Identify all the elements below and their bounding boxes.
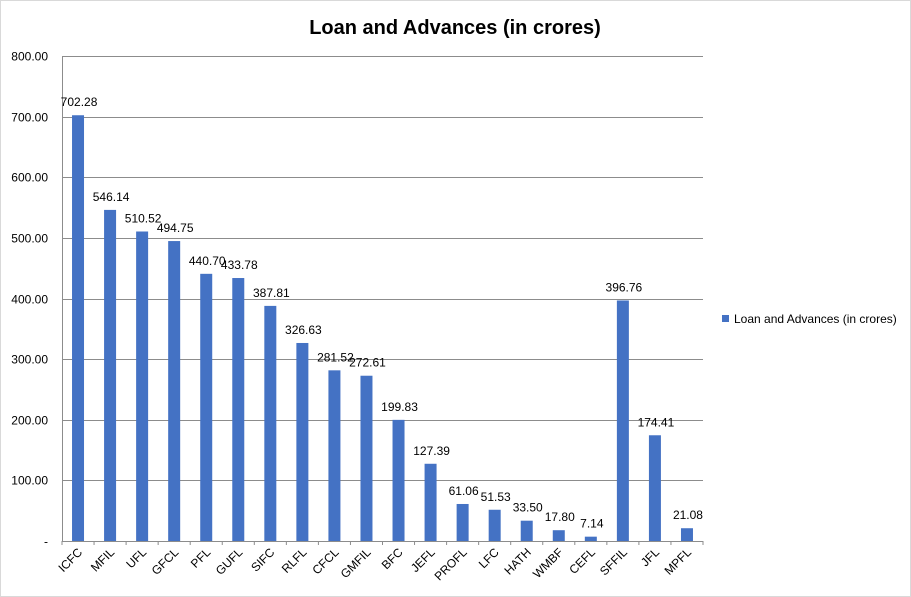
x-tick-label: PROFL <box>432 545 470 583</box>
bar <box>456 503 469 541</box>
bar <box>168 241 181 542</box>
bar <box>648 435 661 541</box>
bar <box>616 300 629 541</box>
y-tick-label: 200.00 <box>11 414 48 428</box>
data-label: 510.52 <box>125 211 162 225</box>
x-tick-label: WMBF <box>530 545 566 581</box>
data-label: 17.80 <box>545 510 575 524</box>
legend-label: Loan and Advances (in crores) <box>734 312 897 326</box>
bar <box>360 375 373 541</box>
x-tick-label: CEFL <box>566 545 598 577</box>
x-tick-label: RLFL <box>279 545 310 576</box>
y-tick-label: 800.00 <box>11 50 48 64</box>
bars <box>72 115 693 542</box>
bar <box>72 115 85 542</box>
bar <box>328 370 341 541</box>
legend-swatch <box>722 315 729 322</box>
bar <box>424 463 437 541</box>
x-tick-label: GMFIL <box>338 545 374 581</box>
data-label: 326.63 <box>285 323 322 337</box>
x-tick-label: MFIL <box>88 545 117 574</box>
x-tick-label: MPFL <box>662 545 695 578</box>
data-label: 440.70 <box>189 254 226 268</box>
data-label: 51.53 <box>481 490 511 504</box>
y-axis: - 100.00 200.00 300.00 400.00 500.00 600.00 700… <box>11 50 48 549</box>
y-tick-label: - <box>44 535 48 549</box>
bar <box>232 278 245 541</box>
x-tick-label: JFL <box>638 545 662 569</box>
x-tick-label: GFCL <box>149 545 182 578</box>
x-tick-label: SIFC <box>248 545 277 574</box>
bar <box>680 528 693 541</box>
x-tick-label: PFL <box>188 545 214 571</box>
data-label: 494.75 <box>157 221 194 235</box>
data-label: 387.81 <box>253 286 290 300</box>
data-label: 127.39 <box>413 444 450 458</box>
x-tick-label: HATH <box>501 545 533 577</box>
chart-title: Loan and Advances (in crores) <box>309 17 601 39</box>
bar <box>392 419 405 541</box>
bar <box>520 520 533 541</box>
y-tick-label: 600.00 <box>11 171 48 185</box>
bar <box>104 209 117 541</box>
y-tick-label: 700.00 <box>11 111 48 125</box>
x-tick-label: LFC <box>476 545 502 571</box>
bar <box>264 305 277 541</box>
bar <box>136 231 149 541</box>
data-label: 272.61 <box>349 356 386 370</box>
data-label: 7.14 <box>580 517 604 531</box>
bar <box>200 273 213 541</box>
y-tick-label: 100.00 <box>11 474 48 488</box>
y-tick-label: 300.00 <box>11 353 48 367</box>
x-tick-label: ICFC <box>55 545 85 575</box>
bar <box>584 536 597 541</box>
legend: Loan and Advances (in crores) <box>722 312 897 326</box>
bar <box>488 509 501 541</box>
data-label: 396.76 <box>606 280 643 294</box>
data-label: 33.50 <box>513 501 543 515</box>
data-label: 546.14 <box>93 190 130 204</box>
data-label: 702.28 <box>61 95 98 109</box>
y-tick-label: 500.00 <box>11 232 48 246</box>
data-label: 199.83 <box>381 400 418 414</box>
data-label: 61.06 <box>449 484 479 498</box>
x-tick-label: GUFL <box>213 545 246 578</box>
x-tick-label: SFFIL <box>597 545 630 578</box>
data-label: 281.52 <box>317 350 354 364</box>
bar <box>552 530 565 541</box>
bar <box>296 342 309 541</box>
data-label: 21.08 <box>673 508 703 522</box>
x-tick-label: UFL <box>123 545 149 571</box>
x-tick-label: BFC <box>379 545 406 572</box>
gridlines <box>62 56 703 542</box>
x-tick-label: CFCL <box>309 545 341 577</box>
data-label: 174.41 <box>638 415 675 429</box>
y-tick-label: 400.00 <box>11 293 48 307</box>
data-label: 433.78 <box>221 258 258 272</box>
